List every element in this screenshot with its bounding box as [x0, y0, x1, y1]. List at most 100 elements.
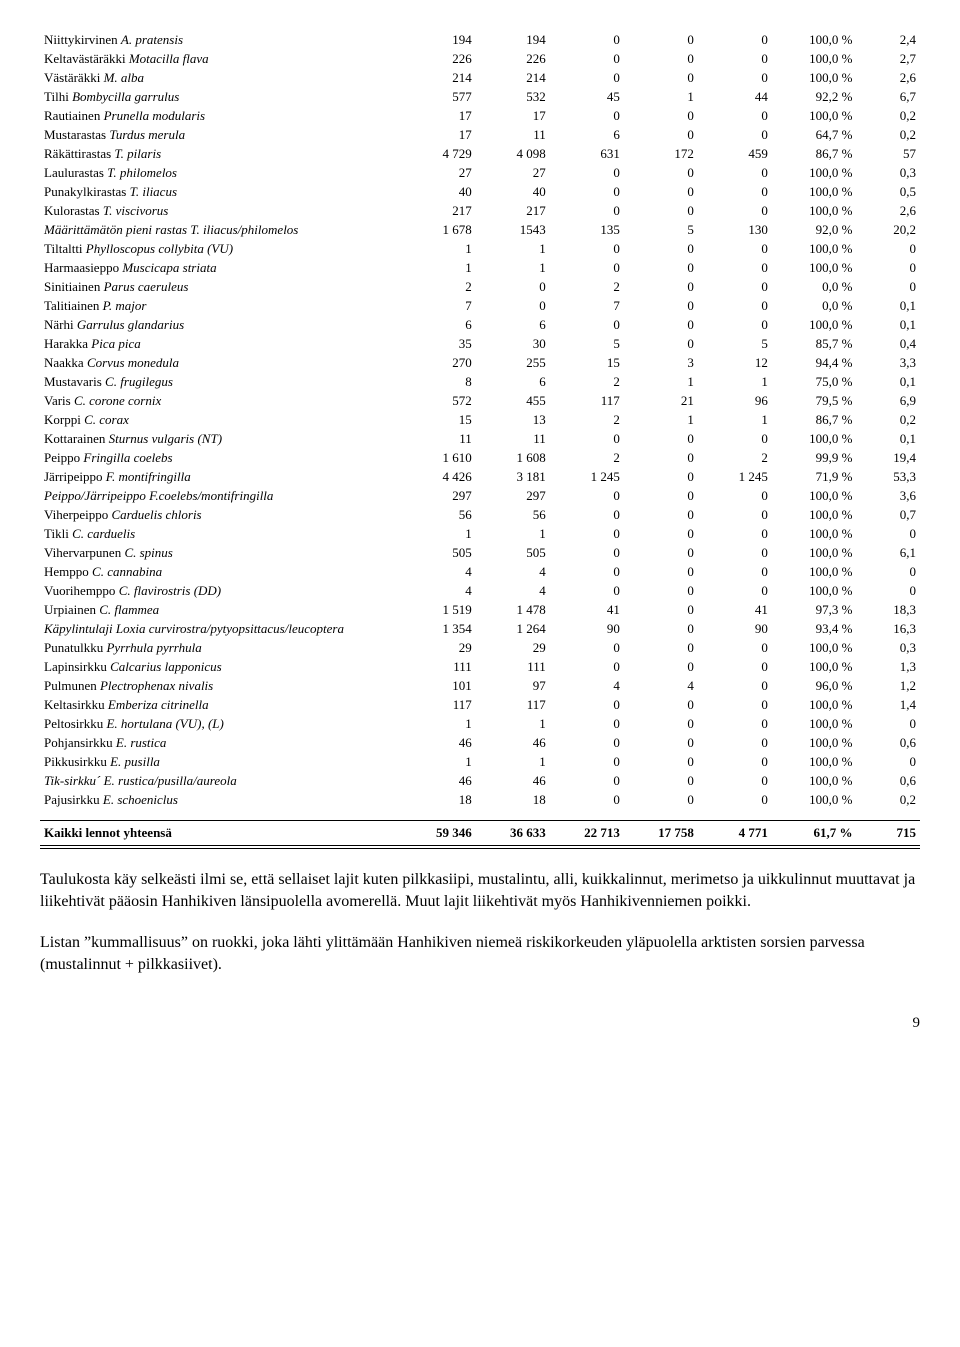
cell: 0 [698, 695, 772, 714]
table-row: Hemppo C. cannabina44000100,0 %0 [40, 562, 920, 581]
paragraph-1: Taulukosta käy selkeästi ilmi se, että s… [40, 869, 920, 912]
species-name: Lapinsirkku Calcarius lapponicus [40, 657, 402, 676]
cell: 0 [624, 467, 698, 486]
cell: 1 678 [402, 220, 476, 239]
cell: 0 [550, 790, 624, 809]
cell: 1543 [476, 220, 550, 239]
species-name: Peippo Fringilla coelebs [40, 448, 402, 467]
cell: 17 [476, 106, 550, 125]
cell: 572 [402, 391, 476, 410]
cell: 459 [698, 144, 772, 163]
cell: 100,0 % [772, 315, 857, 334]
cell: 0 [698, 429, 772, 448]
cell: 270 [402, 353, 476, 372]
species-name: Laulurastas T. philomelos [40, 163, 402, 182]
cell: 41 [698, 600, 772, 619]
cell: 100,0 % [772, 524, 857, 543]
cell: 1 [476, 752, 550, 771]
cell: 0 [698, 676, 772, 695]
cell: 56 [476, 505, 550, 524]
table-row: Viherpeippo Carduelis chloris5656000100,… [40, 505, 920, 524]
cell: 100,0 % [772, 182, 857, 201]
cell: 1 [402, 524, 476, 543]
cell: 0,2 [856, 790, 920, 809]
cell: 1 [402, 258, 476, 277]
species-name: Harakka Pica pica [40, 334, 402, 353]
species-name: Räkättirastas T. pilaris [40, 144, 402, 163]
species-name: Viherpeippo Carduelis chloris [40, 505, 402, 524]
total-cell: 4 771 [698, 821, 772, 848]
cell: 0 [856, 562, 920, 581]
species-name: Västäräkki M. alba [40, 68, 402, 87]
cell: 44 [698, 87, 772, 106]
cell: 135 [550, 220, 624, 239]
cell: 0 [550, 486, 624, 505]
cell: 1 608 [476, 448, 550, 467]
cell: 0 [550, 163, 624, 182]
cell: 0 [550, 30, 624, 49]
species-name: Tilhi Bombycilla garrulus [40, 87, 402, 106]
cell: 92,2 % [772, 87, 857, 106]
cell: 0 [550, 201, 624, 220]
cell: 0,2 [856, 125, 920, 144]
cell: 0 [698, 68, 772, 87]
species-name: Urpiainen C. flammea [40, 600, 402, 619]
cell: 4 729 [402, 144, 476, 163]
cell: 0 [624, 600, 698, 619]
cell: 1,2 [856, 676, 920, 695]
cell: 2 [698, 448, 772, 467]
cell: 1 [698, 410, 772, 429]
cell: 1 [402, 239, 476, 258]
cell: 3 181 [476, 467, 550, 486]
cell: 4 [402, 581, 476, 600]
cell: 2,6 [856, 68, 920, 87]
cell: 0,2 [856, 106, 920, 125]
cell: 0 [624, 638, 698, 657]
cell: 100,0 % [772, 752, 857, 771]
species-name: Vihervarpunen C. spinus [40, 543, 402, 562]
cell: 0 [476, 277, 550, 296]
cell: 13 [476, 410, 550, 429]
cell: 27 [476, 163, 550, 182]
cell: 3,3 [856, 353, 920, 372]
table-row: Pikkusirkku E. pusilla11000100,0 %0 [40, 752, 920, 771]
cell: 45 [550, 87, 624, 106]
cell: 100,0 % [772, 733, 857, 752]
table-row: Pulmunen Plectrophenax nivalis1019744096… [40, 676, 920, 695]
cell: 100,0 % [772, 638, 857, 657]
cell: 0 [624, 714, 698, 733]
table-row: Punatulkku Pyrrhula pyrrhula2929000100,0… [40, 638, 920, 657]
table-row: Kulorastas T. viscivorus217217000100,0 %… [40, 201, 920, 220]
cell: 79,5 % [772, 391, 857, 410]
cell: 0 [476, 296, 550, 315]
species-name: Närhi Garrulus glandarius [40, 315, 402, 334]
table-row: Tilhi Bombycilla garrulus5775324514492,2… [40, 87, 920, 106]
cell: 86,7 % [772, 410, 857, 429]
species-name: Järripeippo F. montifringilla [40, 467, 402, 486]
table-row: Keltasirkku Emberiza citrinella117117000… [40, 695, 920, 714]
cell: 75,0 % [772, 372, 857, 391]
cell: 16,3 [856, 619, 920, 638]
cell: 0 [698, 30, 772, 49]
table-row: Määrittämätön pieni rastas T. iliacus/ph… [40, 220, 920, 239]
cell: 0,7 [856, 505, 920, 524]
cell: 1 [402, 752, 476, 771]
cell: 2 [550, 448, 624, 467]
cell: 0 [624, 296, 698, 315]
cell: 0 [624, 68, 698, 87]
total-cell: 17 758 [624, 821, 698, 848]
cell: 194 [402, 30, 476, 49]
species-name: Pajusirkku E. schoeniclus [40, 790, 402, 809]
species-name: Määrittämätön pieni rastas T. iliacus/ph… [40, 220, 402, 239]
cell: 27 [402, 163, 476, 182]
species-name: Punakylkirastas T. iliacus [40, 182, 402, 201]
table-row: Sinitiainen Parus caeruleus202000,0 %0 [40, 277, 920, 296]
table-row: Urpiainen C. flammea1 5191 4784104197,3 … [40, 600, 920, 619]
cell: 40 [402, 182, 476, 201]
cell: 214 [402, 68, 476, 87]
cell: 1 245 [698, 467, 772, 486]
cell: 0 [698, 486, 772, 505]
cell: 0 [624, 429, 698, 448]
cell: 0 [698, 125, 772, 144]
cell: 100,0 % [772, 106, 857, 125]
